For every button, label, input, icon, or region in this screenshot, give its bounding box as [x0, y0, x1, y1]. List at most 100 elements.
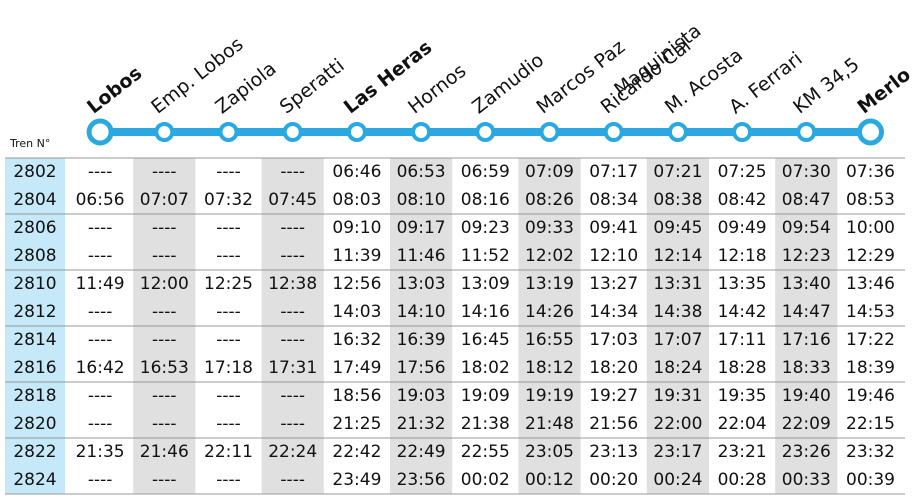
- station-stop: [154, 122, 175, 142]
- time-cell: ----: [88, 386, 113, 406]
- train-number: 2818: [13, 386, 56, 406]
- time-cell: 06:53: [397, 162, 446, 182]
- time-cell: 14:03: [332, 302, 381, 322]
- time-cell: 19:31: [653, 386, 702, 406]
- time-cell: 22:42: [332, 442, 381, 462]
- time-cell: 23:49: [332, 470, 381, 490]
- time-cell: 23:56: [397, 470, 446, 490]
- station-stop: [603, 122, 624, 142]
- time-cell: 00:20: [589, 470, 638, 490]
- time-cell: 18:33: [782, 358, 831, 378]
- time-cell: ----: [280, 302, 305, 322]
- time-cell: 00:39: [846, 470, 895, 490]
- time-cell: ----: [152, 414, 177, 434]
- time-cell: ----: [152, 218, 177, 238]
- time-cell: 21:35: [76, 442, 125, 462]
- time-cell: 00:28: [718, 470, 767, 490]
- time-cell: 19:40: [782, 386, 831, 406]
- time-cell: 12:10: [589, 246, 638, 266]
- station-name: Zamudio: [468, 49, 548, 118]
- time-cell: 12:38: [268, 274, 317, 294]
- time-cell: 17:16: [782, 330, 831, 350]
- time-cell: 11:39: [332, 246, 381, 266]
- time-cell: ----: [216, 330, 241, 350]
- time-cell: 07:17: [589, 162, 638, 182]
- time-cell: 07:45: [268, 190, 317, 210]
- time-cell: 07:32: [204, 190, 253, 210]
- time-cell: 08:34: [589, 190, 638, 210]
- time-cell: 19:27: [589, 386, 638, 406]
- station-stop: [86, 118, 114, 146]
- time-cell: 12:00: [140, 274, 189, 294]
- time-cell: 22:00: [653, 414, 702, 434]
- time-cell: 16:55: [525, 330, 574, 350]
- time-cell: 00:12: [525, 470, 574, 490]
- train-number: 2804: [13, 190, 56, 210]
- time-cell: 14:42: [718, 302, 767, 322]
- time-cell: 13:19: [525, 274, 574, 294]
- time-cell: 07:09: [525, 162, 574, 182]
- time-cell: 12:25: [204, 274, 253, 294]
- time-cell: 14:53: [846, 302, 895, 322]
- time-cell: 12:23: [782, 246, 831, 266]
- time-cell: 10:00: [846, 218, 895, 238]
- time-cell: 12:56: [332, 274, 381, 294]
- time-cell: 13:46: [846, 274, 895, 294]
- time-cell: 14:26: [525, 302, 574, 322]
- time-cell: ----: [88, 246, 113, 266]
- time-cell: ----: [216, 162, 241, 182]
- train-number: 2808: [13, 246, 56, 266]
- time-cell: 08:26: [525, 190, 574, 210]
- time-cell: ----: [152, 302, 177, 322]
- time-cell: ----: [88, 162, 113, 182]
- time-cell: ----: [216, 246, 241, 266]
- time-cell: 18:39: [846, 358, 895, 378]
- time-cell: ----: [88, 470, 113, 490]
- time-cell: ----: [88, 330, 113, 350]
- time-cell: 23:32: [846, 442, 895, 462]
- time-cell: 06:46: [332, 162, 381, 182]
- time-cell: 17:18: [204, 358, 253, 378]
- station-stop: [539, 122, 560, 142]
- time-cell: 23:21: [718, 442, 767, 462]
- time-cell: ----: [152, 470, 177, 490]
- time-cell: 08:53: [846, 190, 895, 210]
- time-cell: 19:03: [397, 386, 446, 406]
- station-stop: [796, 122, 817, 142]
- time-cell: 11:49: [76, 274, 125, 294]
- train-number: 2824: [13, 470, 56, 490]
- station-stop: [475, 122, 496, 142]
- time-cell: 18:12: [525, 358, 574, 378]
- time-cell: ----: [216, 218, 241, 238]
- time-cell: 18:20: [589, 358, 638, 378]
- time-cell: 12:02: [525, 246, 574, 266]
- time-cell: 18:24: [653, 358, 702, 378]
- time-cell: 17:11: [718, 330, 767, 350]
- train-number: 2814: [13, 330, 56, 350]
- time-cell: 23:13: [589, 442, 638, 462]
- time-cell: 17:07: [653, 330, 702, 350]
- time-cell: 07:30: [782, 162, 831, 182]
- station-name: Speratti: [276, 54, 349, 118]
- time-cell: 18:28: [718, 358, 767, 378]
- time-cell: 07:25: [718, 162, 767, 182]
- station-stop: [732, 122, 753, 142]
- time-cell: ----: [216, 414, 241, 434]
- station-name: Merlo: [853, 64, 914, 119]
- time-cell: 13:35: [718, 274, 767, 294]
- time-cell: 09:17: [397, 218, 446, 238]
- time-cell: 18:02: [461, 358, 510, 378]
- station-stop: [218, 122, 239, 142]
- time-cell: 12:29: [846, 246, 895, 266]
- time-cell: 08:42: [718, 190, 767, 210]
- time-cell: 16:39: [397, 330, 446, 350]
- train-number: 2812: [13, 302, 56, 322]
- time-cell: 14:34: [589, 302, 638, 322]
- time-cell: 08:03: [332, 190, 381, 210]
- time-cell: 13:09: [461, 274, 510, 294]
- station-stop: [282, 122, 303, 142]
- time-cell: 17:22: [846, 330, 895, 350]
- time-cell: 16:53: [140, 358, 189, 378]
- time-cell: 21:32: [397, 414, 446, 434]
- time-cell: 21:56: [589, 414, 638, 434]
